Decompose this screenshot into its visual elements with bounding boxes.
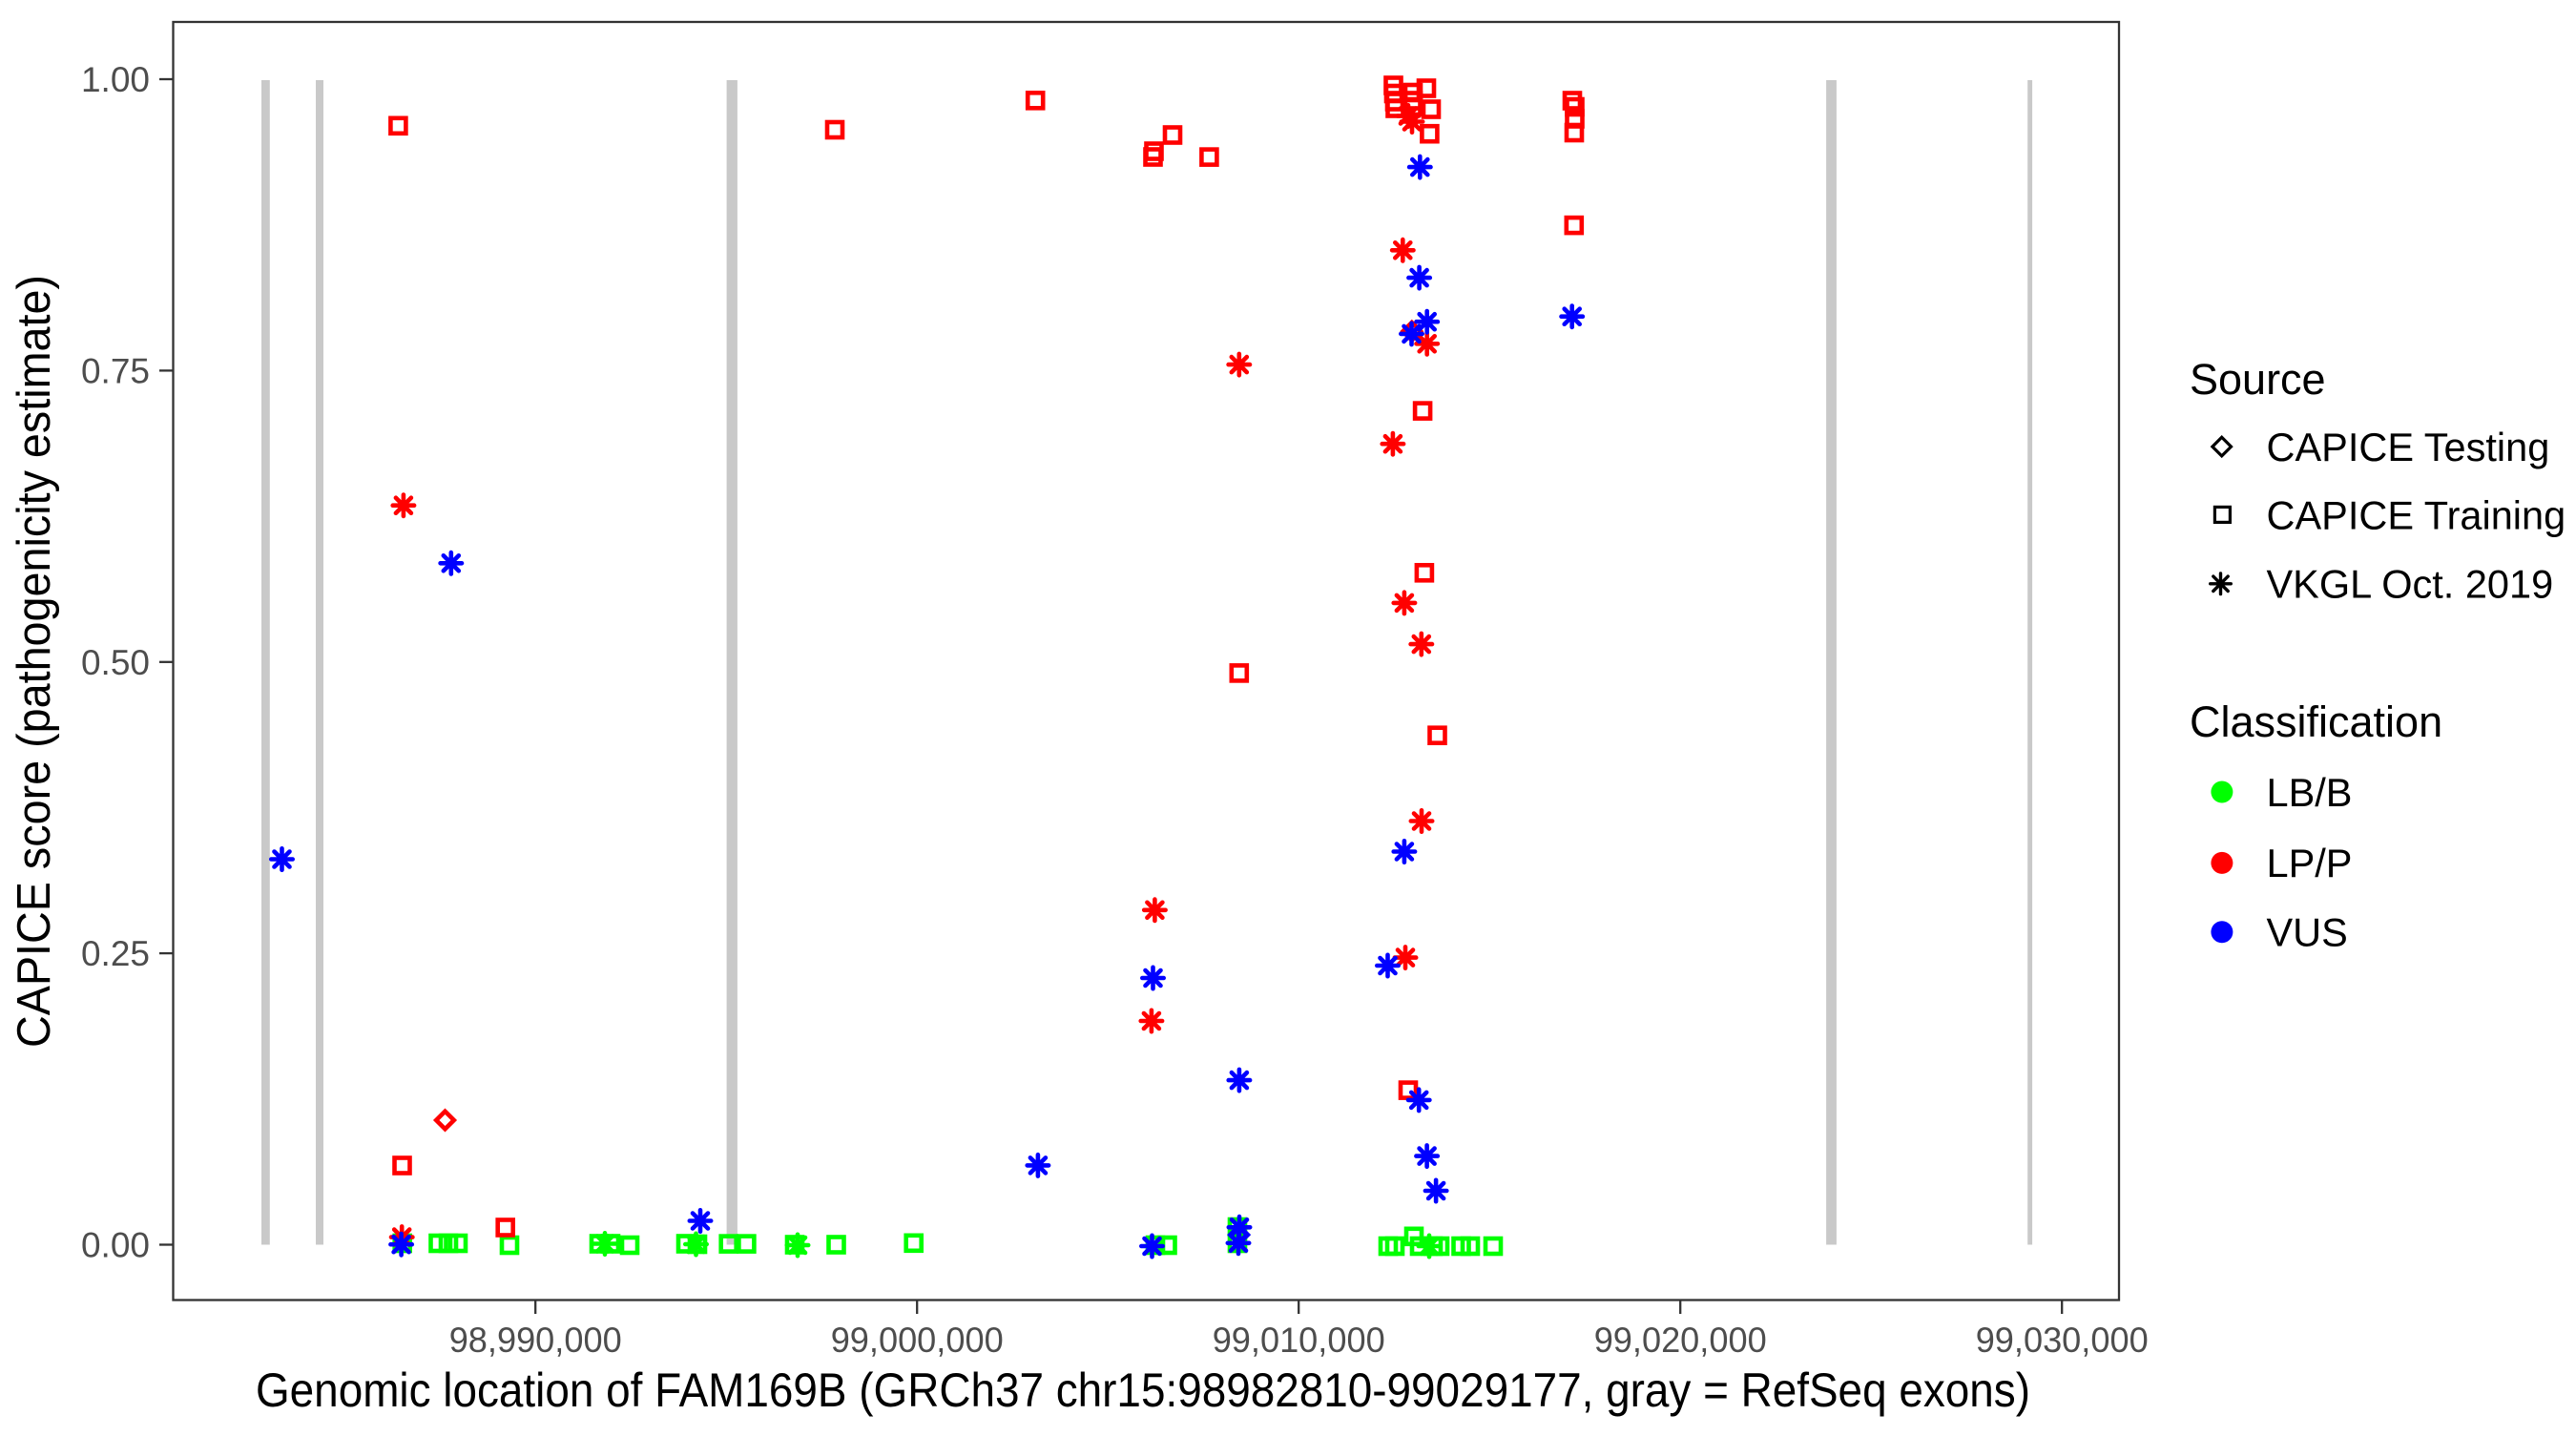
svg-text:Classification: Classification (2190, 697, 2442, 746)
svg-text:CAPICE Testing: CAPICE Testing (2267, 425, 2550, 469)
svg-text:VUS: VUS (2267, 910, 2348, 955)
svg-text:Genomic location of FAM169B (G: Genomic location of FAM169B (GRCh37 chr1… (256, 1363, 2030, 1417)
svg-text:CAPICE score (pathogenicity es: CAPICE score (pathogenicity estimate) (9, 275, 60, 1048)
svg-text:0.50: 0.50 (81, 643, 150, 682)
svg-text:0.25: 0.25 (81, 934, 150, 973)
svg-text:LB/B: LB/B (2267, 770, 2353, 815)
svg-text:98,990,000: 98,990,000 (449, 1321, 622, 1360)
svg-text:99,020,000: 99,020,000 (1594, 1321, 1767, 1360)
svg-text:1.00: 1.00 (81, 60, 150, 99)
svg-text:Source: Source (2190, 355, 2326, 404)
svg-text:99,030,000: 99,030,000 (1976, 1321, 2149, 1360)
svg-text:CAPICE Training: CAPICE Training (2267, 492, 2566, 537)
svg-text:99,010,000: 99,010,000 (1213, 1321, 1385, 1360)
svg-text:0.00: 0.00 (81, 1226, 150, 1265)
svg-text:LP/P: LP/P (2267, 841, 2353, 885)
svg-text:0.75: 0.75 (81, 351, 150, 390)
svg-text:VKGL Oct. 2019: VKGL Oct. 2019 (2267, 562, 2554, 607)
svg-text:99,000,000: 99,000,000 (831, 1321, 1004, 1360)
